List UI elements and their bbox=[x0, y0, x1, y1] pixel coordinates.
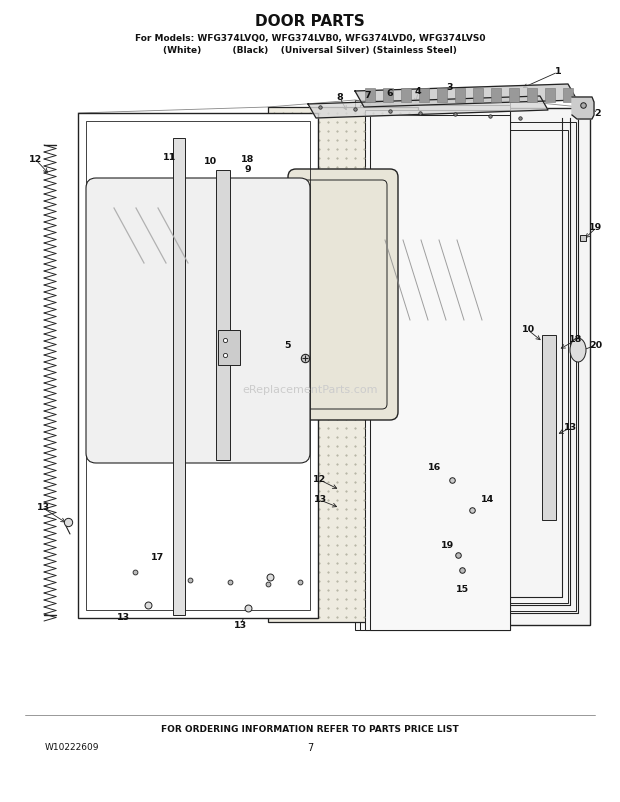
Bar bbox=[173, 138, 185, 615]
Text: W10222609: W10222609 bbox=[45, 743, 99, 752]
Text: 8: 8 bbox=[337, 94, 343, 103]
Text: 14: 14 bbox=[481, 496, 495, 504]
Bar bbox=[383, 88, 393, 102]
Bar bbox=[437, 88, 447, 102]
Bar bbox=[268, 107, 418, 622]
Text: 1: 1 bbox=[555, 67, 561, 76]
Text: 9: 9 bbox=[245, 165, 251, 175]
Bar bbox=[419, 88, 429, 102]
Text: 10: 10 bbox=[203, 157, 216, 167]
Polygon shape bbox=[308, 96, 548, 118]
Bar bbox=[365, 88, 375, 102]
Bar bbox=[78, 113, 318, 618]
FancyBboxPatch shape bbox=[288, 169, 398, 420]
Bar bbox=[218, 330, 240, 365]
Text: 4: 4 bbox=[415, 87, 422, 96]
Text: 16: 16 bbox=[428, 464, 441, 472]
Text: 13: 13 bbox=[117, 614, 130, 622]
Bar bbox=[418, 108, 590, 625]
Bar bbox=[370, 115, 510, 630]
Bar bbox=[401, 88, 411, 102]
Text: 7: 7 bbox=[365, 91, 371, 99]
FancyBboxPatch shape bbox=[86, 178, 310, 463]
Text: 10: 10 bbox=[521, 326, 534, 334]
Text: 13: 13 bbox=[564, 423, 577, 432]
Text: 13: 13 bbox=[37, 504, 50, 512]
Text: 15: 15 bbox=[456, 585, 469, 594]
Bar bbox=[360, 105, 510, 630]
Text: DOOR PARTS: DOOR PARTS bbox=[255, 14, 365, 30]
Text: (White)          (Black)    (Universal Silver) (Stainless Steel): (White) (Black) (Universal Silver) (Stai… bbox=[163, 46, 457, 55]
Text: 12: 12 bbox=[313, 476, 327, 484]
Bar bbox=[473, 88, 483, 102]
Bar bbox=[563, 88, 573, 102]
Text: 19: 19 bbox=[441, 541, 454, 549]
Text: 2: 2 bbox=[595, 108, 601, 118]
Polygon shape bbox=[572, 97, 594, 119]
Text: eReplacementParts.com: eReplacementParts.com bbox=[242, 385, 378, 395]
Text: FOR ORDERING INFORMATION REFER TO PARTS PRICE LIST: FOR ORDERING INFORMATION REFER TO PARTS … bbox=[161, 726, 459, 735]
Bar bbox=[86, 121, 310, 610]
Text: 18: 18 bbox=[241, 155, 255, 164]
Bar bbox=[355, 100, 510, 630]
Text: 3: 3 bbox=[447, 83, 453, 92]
Bar bbox=[440, 130, 568, 603]
Bar bbox=[545, 88, 555, 102]
Text: 19: 19 bbox=[590, 224, 603, 233]
Text: 13: 13 bbox=[314, 496, 327, 504]
Bar bbox=[455, 88, 465, 102]
Text: 12: 12 bbox=[29, 156, 43, 164]
Text: 18: 18 bbox=[569, 335, 583, 345]
Text: 13: 13 bbox=[234, 621, 247, 630]
Bar bbox=[527, 88, 537, 102]
Bar bbox=[509, 88, 519, 102]
Text: 5: 5 bbox=[285, 341, 291, 350]
Text: 7: 7 bbox=[307, 743, 313, 753]
Ellipse shape bbox=[570, 338, 586, 362]
Polygon shape bbox=[355, 84, 577, 107]
Text: For Models: WFG374LVQ0, WFG374LVB0, WFG374LVD0, WFG374LVS0: For Models: WFG374LVQ0, WFG374LVB0, WFG3… bbox=[135, 34, 485, 43]
Bar bbox=[432, 122, 576, 611]
Bar bbox=[491, 88, 501, 102]
Text: 17: 17 bbox=[151, 553, 165, 562]
Text: 11: 11 bbox=[164, 153, 177, 163]
Bar bbox=[365, 110, 510, 630]
Text: 20: 20 bbox=[590, 341, 603, 350]
Bar bbox=[216, 170, 230, 460]
Text: 6: 6 bbox=[387, 88, 393, 98]
Bar bbox=[542, 335, 556, 520]
